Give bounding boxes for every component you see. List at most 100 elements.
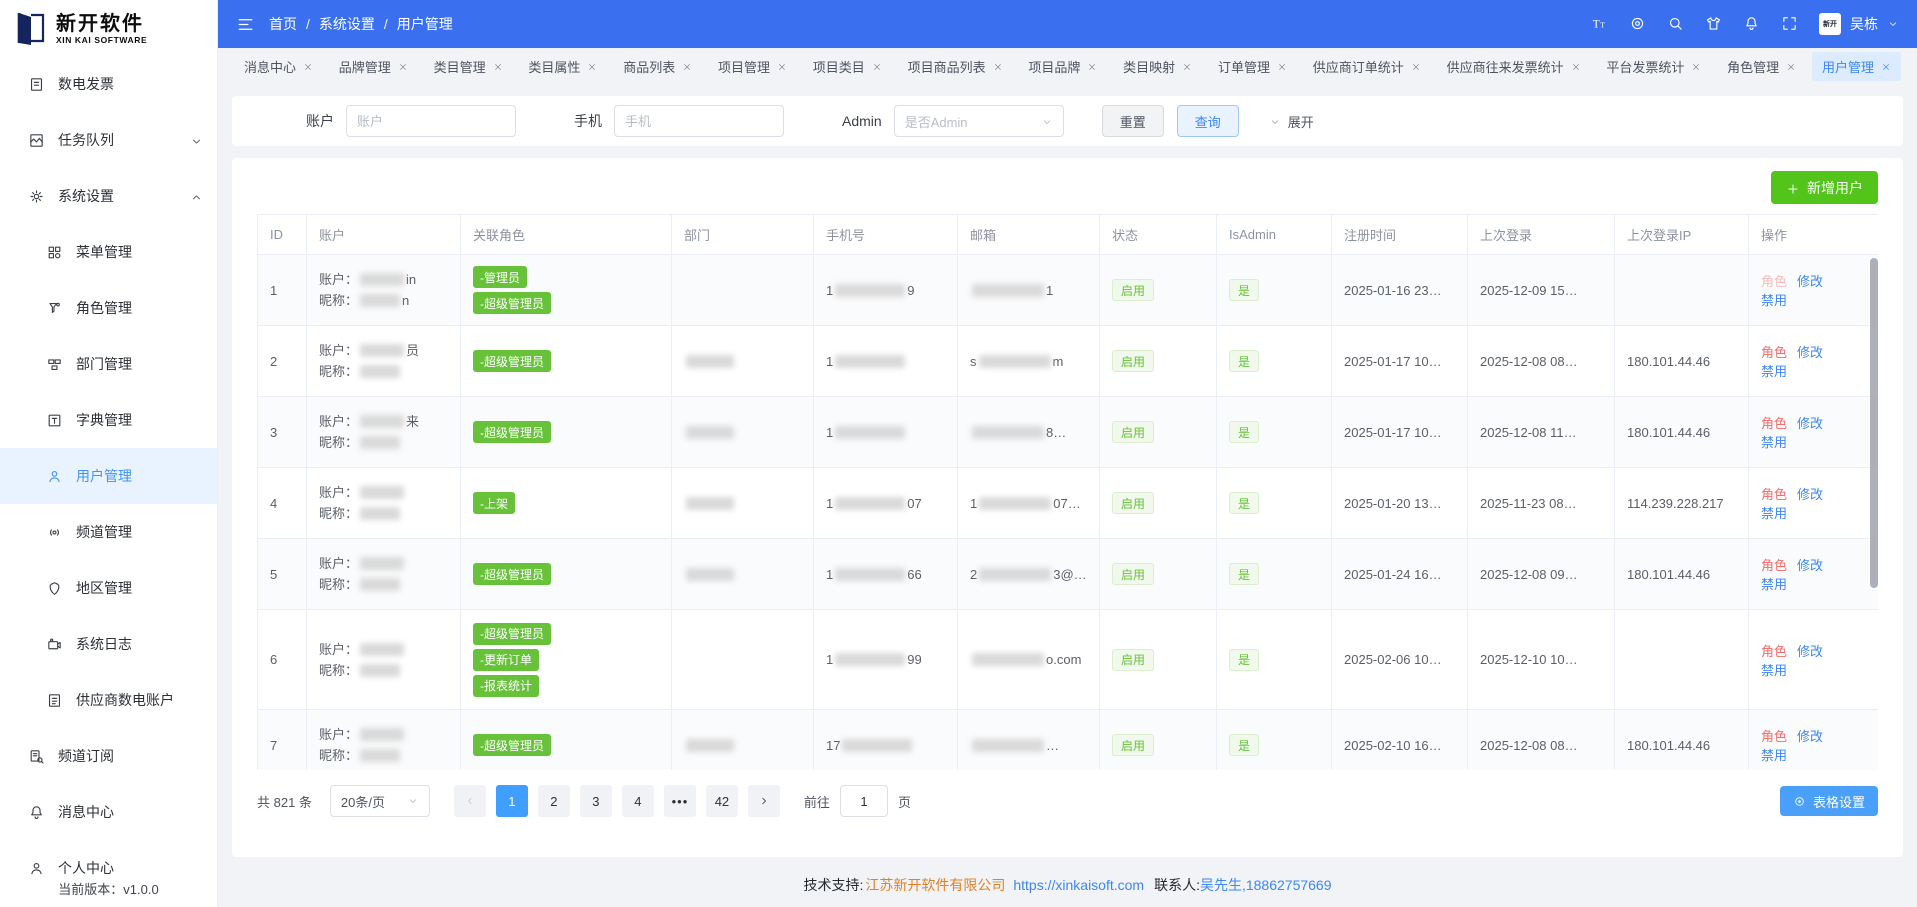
add-user-button[interactable]: 新增用户 — [1771, 171, 1878, 204]
tab-品牌管理[interactable]: 品牌管理 — [329, 52, 418, 81]
user-name[interactable]: 吴栋 — [1850, 16, 1878, 32]
tab-close-icon[interactable] — [682, 59, 692, 74]
sidebar-item-supplier-account[interactable]: 供应商数电账户 — [0, 672, 217, 728]
tab-close-icon[interactable] — [993, 59, 1003, 74]
edit-link[interactable]: 修改 — [1797, 643, 1824, 659]
tab-订单管理[interactable]: 订单管理 — [1208, 52, 1297, 81]
tab-close-icon[interactable] — [1411, 59, 1421, 74]
tab-close-icon[interactable] — [1881, 59, 1891, 74]
tab-close-icon[interactable] — [587, 59, 597, 74]
tab-close-icon[interactable] — [872, 59, 882, 74]
breadcrumb-item[interactable]: 系统设置 — [318, 16, 375, 32]
tab-close-icon[interactable] — [1786, 59, 1796, 74]
reset-button[interactable]: 重置 — [1101, 105, 1164, 137]
tab-close-icon[interactable] — [777, 59, 787, 74]
tab-项目管理[interactable]: 项目管理 — [708, 52, 797, 81]
goto-page-input[interactable] — [839, 785, 888, 817]
disable-link[interactable]: 禁用 — [1761, 662, 1788, 678]
globe-button[interactable] — [1629, 15, 1646, 33]
tab-商品列表[interactable]: 商品列表 — [613, 52, 702, 81]
tab-close-icon[interactable] — [398, 59, 408, 74]
role-link[interactable]: 角色 — [1761, 643, 1788, 659]
disable-link[interactable]: 禁用 — [1761, 364, 1788, 379]
role-link[interactable]: 角色 — [1761, 558, 1788, 573]
theme-button[interactable] — [1705, 15, 1722, 33]
tab-close-icon[interactable] — [1087, 59, 1097, 74]
sidebar-item-dept-mgmt[interactable]: 部门管理 — [0, 336, 217, 392]
expand-toggle[interactable]: 展开 — [1269, 112, 1314, 131]
sidebar-item-dict-mgmt[interactable]: 字典管理 — [0, 392, 217, 448]
bell-button[interactable] — [1743, 15, 1760, 33]
breadcrumb-item[interactable]: 首页 — [269, 16, 297, 32]
more-pages-button[interactable]: ••• — [663, 785, 696, 817]
edit-link[interactable]: 修改 — [1797, 487, 1824, 502]
tab-项目商品列表[interactable]: 项目商品列表 — [898, 52, 1013, 81]
page-button-3[interactable]: 3 — [579, 785, 612, 817]
tab-类目属性[interactable]: 类目属性 — [518, 52, 607, 81]
tab-供应商订单统计[interactable]: 供应商订单统计 — [1303, 52, 1431, 81]
next-page-button[interactable] — [747, 785, 780, 817]
tab-close-icon[interactable] — [1277, 59, 1287, 74]
phone-input[interactable] — [614, 105, 784, 137]
tab-close-icon[interactable] — [1571, 59, 1581, 74]
page-button-1[interactable]: 1 — [495, 785, 528, 817]
role-link[interactable]: 角色 — [1761, 729, 1788, 744]
tab-close-icon[interactable] — [1691, 59, 1701, 74]
sidebar-item-task-queue[interactable]: 任务队列 — [0, 112, 217, 168]
edit-link[interactable]: 修改 — [1797, 274, 1824, 289]
page-button-42[interactable]: 42 — [705, 785, 738, 817]
disable-link[interactable]: 禁用 — [1761, 506, 1788, 521]
query-button[interactable]: 查询 — [1176, 105, 1239, 137]
sidebar-item-profile-center[interactable]: 个人中心 — [0, 840, 217, 896]
edit-link[interactable]: 修改 — [1797, 558, 1824, 573]
edit-link[interactable]: 修改 — [1797, 729, 1824, 744]
sidebar-item-user-mgmt[interactable]: 用户管理 — [0, 448, 217, 504]
edit-link[interactable]: 修改 — [1797, 345, 1824, 360]
tab-close-icon[interactable] — [1182, 59, 1192, 74]
sidebar-item-channel-subscribe[interactable]: 频道订阅 — [0, 728, 217, 784]
tab-close-icon[interactable] — [303, 59, 313, 74]
prev-page-button[interactable] — [453, 785, 486, 817]
sidebar-item-message-center[interactable]: 消息中心 — [0, 784, 217, 840]
page-button-2[interactable]: 2 — [537, 785, 570, 817]
table-settings-button[interactable]: 表格设置 — [1779, 786, 1878, 816]
role-link[interactable]: 角色 — [1761, 274, 1788, 289]
page-button-4[interactable]: 4 — [621, 785, 654, 817]
company-url[interactable]: https://xinkaisoft.com — [1013, 877, 1145, 893]
sidebar-item-menu-mgmt[interactable]: 菜单管理 — [0, 224, 217, 280]
tab-项目类目[interactable]: 项目类目 — [803, 52, 892, 81]
tab-close-icon[interactable] — [493, 59, 503, 74]
tab-类目映射[interactable]: 类目映射 — [1113, 52, 1202, 81]
tab-消息中心[interactable]: 消息中心 — [234, 52, 323, 81]
user-avatar[interactable]: 新开 — [1819, 13, 1841, 35]
disable-link[interactable]: 禁用 — [1761, 293, 1788, 308]
disable-link[interactable]: 禁用 — [1761, 748, 1788, 763]
sidebar-item-system-settings[interactable]: 系统设置 — [0, 168, 217, 224]
tab-项目品牌[interactable]: 项目品牌 — [1018, 52, 1107, 81]
admin-select[interactable]: 是否Admin — [893, 105, 1064, 137]
search-button[interactable] — [1667, 15, 1684, 33]
sidebar-item-role-mgmt[interactable]: 角色管理 — [0, 280, 217, 336]
role-link[interactable]: 角色 — [1761, 487, 1788, 502]
tab-用户管理[interactable]: 用户管理 — [1811, 51, 1901, 81]
breadcrumb-item[interactable]: 用户管理 — [396, 16, 453, 32]
page-size-select[interactable]: 20条/页 — [329, 785, 430, 817]
sidebar-item-channel-mgmt[interactable]: 频道管理 — [0, 504, 217, 560]
sidebar-item-system-log[interactable]: 系统日志 — [0, 616, 217, 672]
edit-link[interactable]: 修改 — [1797, 416, 1824, 431]
role-link[interactable]: 角色 — [1761, 416, 1788, 431]
tab-角色管理[interactable]: 角色管理 — [1717, 52, 1806, 81]
sidebar-item-region-mgmt[interactable]: 地区管理 — [0, 560, 217, 616]
disable-link[interactable]: 禁用 — [1761, 577, 1788, 592]
disable-link[interactable]: 禁用 — [1761, 435, 1788, 450]
menu-collapse-button[interactable] — [236, 15, 255, 34]
tab-类目管理[interactable]: 类目管理 — [424, 52, 513, 81]
role-link[interactable]: 角色 — [1761, 345, 1788, 360]
tab-供应商往来发票统计[interactable]: 供应商往来发票统计 — [1437, 52, 1591, 81]
table-scrollbar[interactable] — [1870, 258, 1878, 588]
account-input[interactable] — [346, 105, 516, 137]
tab-平台发票统计[interactable]: 平台发票统计 — [1596, 52, 1711, 81]
fullscreen-button[interactable] — [1781, 15, 1798, 33]
sidebar-item-invoice[interactable]: 数电发票 — [0, 56, 217, 112]
